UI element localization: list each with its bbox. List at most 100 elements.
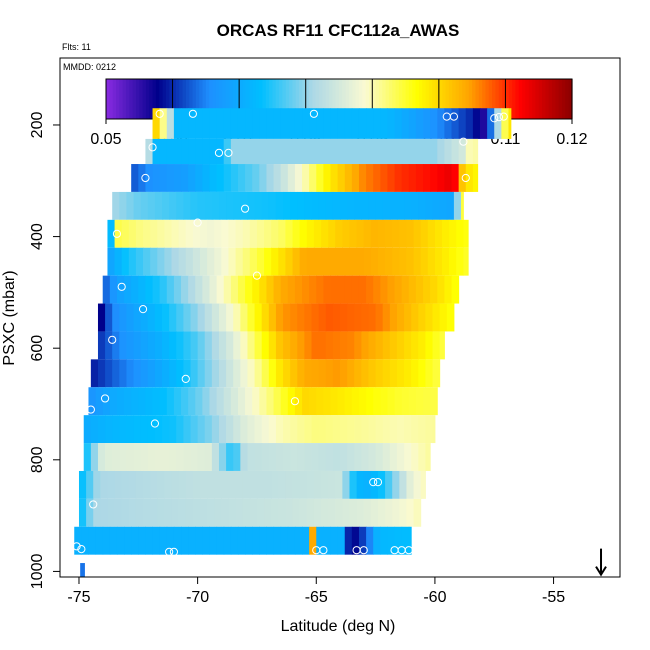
colorbar-cell	[458, 79, 463, 119]
curtain-cell	[389, 191, 398, 220]
curtain-cell	[280, 138, 289, 165]
curtain-cell	[411, 303, 419, 332]
curtain-cell	[140, 191, 149, 220]
curtain-cell	[204, 443, 213, 471]
colorbar-cell	[398, 79, 403, 119]
curtain-cell	[200, 247, 208, 276]
curtain-cell	[190, 443, 199, 471]
curtain-cell	[152, 108, 161, 139]
curtain-cell	[432, 415, 436, 444]
curtain-cell	[164, 498, 173, 527]
curtain-cell	[245, 387, 253, 416]
curtain-cell	[290, 415, 298, 444]
curtain-cell	[119, 415, 127, 444]
curtain-cell	[256, 498, 265, 527]
colorbar-cell	[175, 79, 180, 119]
sample-marker	[369, 478, 378, 487]
curtain-cell	[434, 247, 443, 276]
curtain-cell	[143, 470, 151, 499]
curtain-cell	[294, 275, 303, 304]
curtain-cell	[275, 443, 284, 471]
curtain-cell	[432, 303, 441, 332]
curtain-cell	[124, 526, 132, 555]
curtain-cell	[283, 443, 291, 471]
curtain-cell	[256, 219, 265, 248]
x-tick-label: -70	[186, 589, 209, 606]
curtain-cell	[197, 359, 206, 388]
curtain-cell	[396, 443, 405, 471]
curtain-cell	[114, 470, 123, 499]
colorbar-cell	[545, 79, 550, 119]
curtain-cell	[209, 164, 218, 192]
colorbar-cell	[515, 79, 520, 119]
curtain-cell	[297, 443, 305, 471]
curtain-cell	[401, 387, 410, 416]
sample-marker	[373, 478, 383, 487]
curtain-cell	[188, 275, 196, 304]
curtain-cell	[169, 303, 177, 332]
curtain-cell	[256, 470, 265, 499]
colorbar-cell	[548, 79, 553, 119]
curtain-cell	[340, 443, 348, 471]
curtain-cell	[237, 526, 246, 555]
colorbar-cell	[538, 79, 543, 119]
curtain-cell	[88, 387, 97, 416]
curtain-cell	[347, 415, 355, 444]
curtain-cell	[147, 303, 156, 332]
curtain-cell	[247, 331, 256, 360]
curtain-cell	[211, 415, 220, 444]
curtain-cell	[318, 191, 327, 220]
curtain-cell	[275, 191, 284, 220]
curtain-cell	[330, 526, 339, 555]
colorbar-cell	[385, 79, 390, 119]
curtain-cell	[152, 164, 161, 192]
curtain-cell	[366, 108, 374, 139]
curtain-cell	[285, 219, 294, 248]
curtain-cell	[290, 191, 298, 220]
curtain-cell	[133, 415, 142, 444]
curtain-cell	[271, 470, 279, 499]
curtain-cell	[126, 191, 135, 220]
curtain-cell	[389, 359, 398, 388]
curtain-cell	[396, 415, 405, 444]
curtain-cell	[344, 108, 353, 139]
curtain-cell	[237, 275, 246, 304]
curtain-cell	[451, 108, 460, 139]
curtain-cell	[297, 303, 305, 332]
x-axis: -75 -70 -65 -60 -55	[67, 577, 565, 606]
curtain-cell	[264, 247, 272, 276]
curtain-cell	[271, 247, 279, 276]
curtain-cell	[358, 275, 367, 304]
curtain-cell	[411, 415, 419, 444]
curtain-cell	[344, 164, 353, 192]
curtain-cell	[292, 219, 301, 248]
curtain-cell	[351, 138, 360, 165]
curtain-cell	[268, 443, 277, 471]
curtain-cell	[349, 219, 358, 248]
colorbar-cell	[488, 79, 493, 119]
curtain-cell	[401, 164, 410, 192]
x-axis-label: Latitude (deg N)	[281, 618, 396, 635]
curtain-cell	[173, 164, 182, 192]
curtain-cell	[183, 191, 192, 220]
sample-marker	[319, 546, 328, 555]
curtain-cell	[211, 331, 220, 360]
curtain-cell	[302, 526, 310, 555]
colorbar-cell	[462, 79, 467, 119]
curtain-cell	[228, 470, 237, 499]
curtain-cell	[347, 443, 355, 471]
curtain-cell	[304, 443, 313, 471]
curtain-cell	[287, 526, 296, 555]
curtain-cell	[413, 219, 422, 248]
curtain-cell	[119, 443, 127, 471]
curtain-cell	[337, 108, 346, 139]
curtain-cell	[325, 191, 334, 220]
curtain-cell	[406, 219, 415, 248]
curtain-cell	[235, 470, 244, 499]
curtain-cell	[444, 164, 453, 192]
curtain-cell	[356, 247, 365, 276]
curtain-cell	[444, 138, 453, 165]
colorbar-cell	[199, 79, 204, 119]
curtain-cell	[131, 526, 139, 555]
curtain-cell	[240, 303, 248, 332]
